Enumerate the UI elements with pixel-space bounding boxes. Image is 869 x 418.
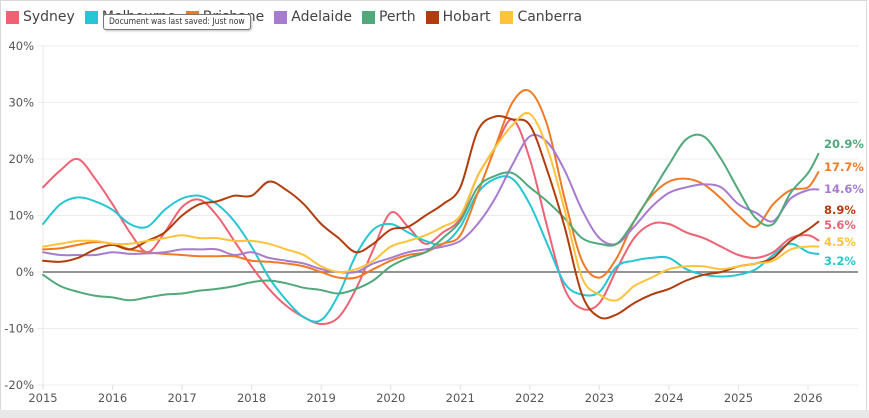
- x-tick-label: 2015: [28, 391, 57, 405]
- end-label-melbourne: 3.2%: [824, 254, 856, 268]
- end-label-hobart: 8.9%: [824, 203, 856, 217]
- legend-item-hobart[interactable]: Hobart: [425, 9, 491, 25]
- legend-swatch: [6, 10, 19, 24]
- save-status-tooltip: Document was last saved: Just now: [103, 14, 251, 30]
- series-line-adelaide[interactable]: [42, 133, 820, 274]
- series-lines: [42, 89, 820, 325]
- x-tick-label: 2018: [237, 391, 266, 405]
- legend-swatch: [361, 10, 375, 24]
- y-tick-label: 0%: [16, 265, 34, 279]
- end-label-brisbane: 17.7%: [824, 160, 864, 174]
- y-tick-label: -10%: [4, 322, 34, 336]
- x-tick-label: 2017: [167, 391, 196, 405]
- grid-lines: [37, 45, 858, 389]
- x-tick-label: 2020: [376, 391, 405, 405]
- frame-bottom-edge: [0, 410, 869, 418]
- legend-item-canberra[interactable]: Canberra: [500, 9, 582, 25]
- legend-item-perth[interactable]: Perth: [361, 9, 416, 25]
- x-tick-label: 2026: [793, 391, 822, 405]
- end-label-canberra: 4.5%: [824, 235, 856, 249]
- x-tick-label: 2016: [98, 391, 127, 405]
- legend-swatch: [425, 10, 439, 24]
- legend-item-sydney[interactable]: Sydney: [6, 9, 75, 25]
- end-label-perth: 20.9%: [824, 137, 864, 151]
- series-line-hobart[interactable]: [42, 115, 820, 320]
- end-label-adelaide: 14.6%: [824, 182, 864, 196]
- y-axis-ticks: -20% -10% 0% 10% 20% 30% 40%: [4, 39, 34, 392]
- end-value-labels: 20.9% 17.7% 14.6% 8.9%5.6% 4.5% 3.2%: [824, 137, 864, 268]
- legend-label: Sydney: [23, 9, 75, 25]
- legend-swatch: [84, 10, 98, 24]
- y-tick-label: 30%: [8, 96, 34, 110]
- legend-swatch: [274, 10, 288, 24]
- legend-label: Hobart: [442, 9, 491, 25]
- y-tick-label: 20%: [8, 152, 34, 166]
- series-line-melbourne[interactable]: [42, 175, 820, 323]
- series-line-perth[interactable]: [42, 133, 820, 302]
- legend-label: Adelaide: [291, 9, 352, 25]
- x-tick-label: 2022: [515, 391, 544, 405]
- legend-swatch: [500, 10, 514, 24]
- end-label-sydney: 5.6%: [824, 218, 856, 232]
- series-line-canberra[interactable]: [42, 111, 820, 302]
- y-tick-label: 40%: [8, 39, 34, 53]
- legend-item-adelaide[interactable]: Adelaide: [274, 9, 352, 25]
- x-tick-label: 2023: [585, 391, 614, 405]
- x-tick-label: 2025: [724, 391, 753, 405]
- x-axis-ticks: 2015 2016 2017 2018 2019 2020 2021 2022 2023 2024…: [28, 385, 823, 405]
- y-tick-label: 10%: [8, 209, 34, 223]
- x-tick-label: 2021: [446, 391, 475, 405]
- y-tick-label: -20%: [4, 378, 34, 392]
- legend-label: Perth: [378, 9, 416, 25]
- x-tick-label: 2019: [307, 391, 336, 405]
- legend-label: Canberra: [517, 9, 583, 25]
- series-line-sydney[interactable]: [42, 118, 820, 325]
- x-tick-label: 2024: [654, 391, 683, 405]
